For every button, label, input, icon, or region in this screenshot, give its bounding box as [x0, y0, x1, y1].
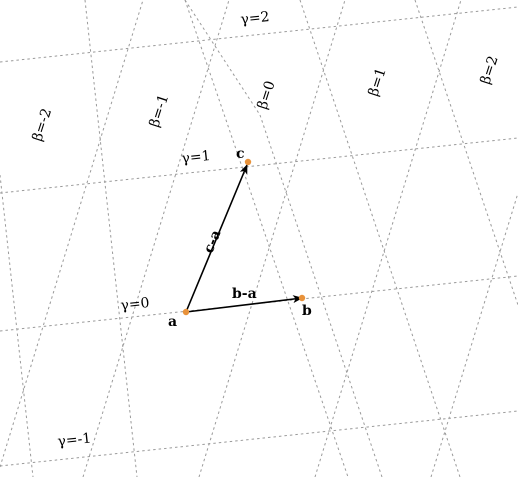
diag-line [84, 0, 138, 477]
point-label-b: b [302, 303, 312, 319]
beta-line [430, 192, 518, 477]
point-label-a: a [168, 314, 177, 330]
diag-line [184, 0, 261, 116]
beta-label: β=-2 [30, 106, 56, 143]
beta-line [198, 0, 346, 477]
diag-line [259, 114, 383, 477]
beta-line [82, 0, 230, 477]
beta-line [0, 0, 144, 468]
point-a [182, 308, 190, 316]
gamma-line [0, 410, 518, 467]
point-label-c: c [236, 146, 245, 162]
vector-c-minus-a [185, 164, 248, 313]
diag-line [0, 174, 34, 477]
beta-label: β=-1 [147, 92, 173, 129]
diag-line [184, 0, 349, 477]
point-c [244, 158, 252, 166]
diag-line [414, 0, 518, 306]
gamma-line [0, 6, 518, 63]
point-b [298, 294, 306, 302]
gamma-label: γ=2 [240, 9, 271, 28]
gamma-line [0, 137, 518, 194]
gamma-label: γ=1 [181, 148, 212, 167]
beta-label: β=2 [478, 54, 502, 86]
gamma-label: γ=-1 [57, 431, 92, 450]
vector-label-b-minus-a: b-a [232, 286, 257, 302]
beta-line [314, 0, 462, 477]
beta-label: β=1 [366, 66, 390, 98]
gamma-label: γ=0 [120, 295, 151, 314]
diag-line [299, 0, 461, 477]
vector-label-c-minus-a: c-a [201, 228, 225, 256]
vector-b-minus-a [185, 295, 303, 313]
beta-label: β=0 [255, 79, 279, 111]
